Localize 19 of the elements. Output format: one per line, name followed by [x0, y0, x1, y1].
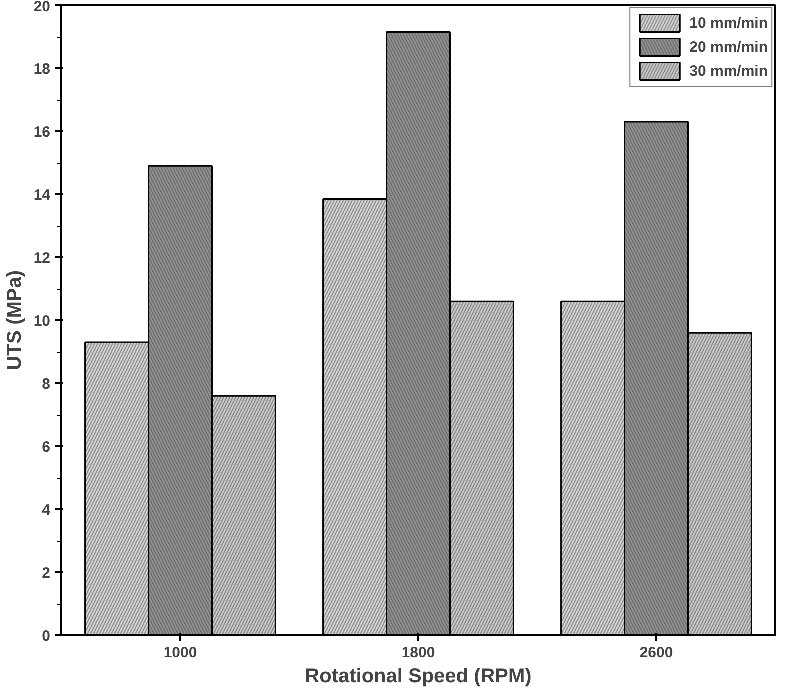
x-tick-label: 1000	[164, 644, 198, 662]
x-tick-label: 2600	[640, 644, 674, 662]
y-tick-label: 0	[42, 628, 50, 645]
y-tick-label: 8	[42, 376, 50, 393]
y-tick-label: 18	[34, 61, 51, 78]
y-tick-label: 20	[34, 0, 51, 16]
y-tick-label: 16	[34, 124, 51, 141]
y-tick-label: 2	[42, 565, 50, 582]
legend-label: 30 mm/min	[690, 62, 768, 80]
y-tick-label: 14	[34, 187, 52, 204]
x-axis-title: Rotational Speed (RPM)	[305, 666, 532, 688]
y-tick-label: 12	[34, 250, 51, 267]
legend-label: 10 mm/min	[690, 14, 768, 32]
y-tick-label: 6	[42, 439, 50, 456]
y-tick-label: 4	[42, 502, 52, 519]
y-tick-label: 10	[34, 313, 51, 330]
legend-label: 20 mm/min	[690, 38, 768, 56]
y-axis-title: UTS (MPa)	[4, 270, 26, 370]
x-tick-label: 1800	[402, 644, 436, 662]
